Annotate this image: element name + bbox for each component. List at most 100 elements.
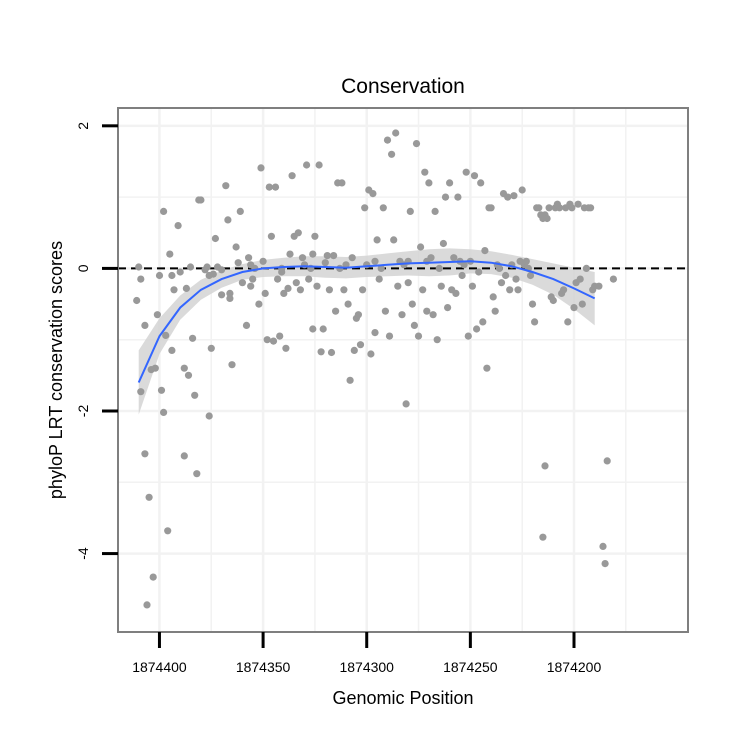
data-point [238,279,246,287]
data-point [292,279,300,287]
y-tick-label: -2 [75,405,91,418]
data-point [410,321,418,329]
data-point [141,450,149,458]
data-point [257,164,265,172]
data-point [330,252,338,260]
data-point [274,275,282,283]
data-point [284,284,292,292]
data-point [433,336,441,344]
chart-title: Conservation [341,75,465,98]
data-point [294,229,302,237]
data-point [375,275,383,283]
data-point [313,282,321,290]
points-layer [133,129,618,609]
data-point [350,346,358,354]
data-point [157,386,166,394]
data-point [518,186,526,194]
data-point [454,193,462,201]
data-point [473,325,481,333]
data-point [137,275,145,283]
data-point [408,300,416,308]
data-point [145,493,153,501]
data-point [574,200,582,208]
data-point [437,282,445,290]
data-point [180,452,188,460]
data-point [166,250,174,258]
data-point [261,289,269,297]
data-point [417,243,425,251]
data-point [545,204,553,212]
data-point [269,337,278,345]
data-point [338,179,346,187]
x-tick-label: 1874400 [132,659,187,675]
data-point [323,252,331,260]
data-point [528,300,537,308]
data-point [160,207,168,215]
data-point [176,268,184,276]
data-point [444,304,452,312]
data-point [344,300,352,308]
data-point [143,601,151,609]
data-point [151,364,159,372]
data-point [419,286,427,294]
data-point [193,470,201,478]
data-point [160,408,168,416]
data-point [218,266,226,274]
data-point [282,344,290,352]
data-point [242,321,251,329]
data-point [489,293,497,301]
data-point [354,311,362,319]
data-point [495,264,503,272]
plot-panel [118,108,688,632]
data-point [180,364,188,372]
data-point [568,204,576,212]
data-point [390,236,398,244]
data-point [441,193,450,201]
data-point [162,331,170,339]
data-point [245,254,253,262]
data-point [429,311,437,319]
data-point [184,371,193,379]
data-point [526,271,535,280]
data-point [560,286,568,294]
data-point [487,204,495,212]
data-point [564,318,572,326]
data-point [555,204,564,212]
data-point [346,376,354,384]
data-point [271,183,280,191]
y-axis-label: phyloP LRT conservation scores [46,241,66,499]
data-point [414,332,423,340]
data-point [578,300,586,308]
data-point [462,168,470,176]
x-axis: 1874400 1874350 1874300 1874250 1874200 [118,631,688,675]
data-point [298,254,307,262]
data-point [477,179,485,187]
data-point [203,263,211,271]
data-point [249,275,257,283]
data-point [512,275,520,283]
data-point [475,268,483,276]
data-point [479,318,487,326]
confidence-band [138,248,595,415]
data-point [439,239,447,248]
data-point [541,462,549,470]
data-point [599,542,607,551]
data-point [174,222,182,230]
data-point [205,271,213,280]
data-point [412,140,421,148]
data-point [236,207,244,215]
data-point [491,307,499,315]
data-point [137,388,145,396]
data-point [247,282,255,290]
data-point [601,560,609,568]
data-point [514,286,522,294]
data-point [576,275,584,283]
data-point [141,321,149,329]
data-point [468,282,476,290]
smooth-trend-line [137,260,596,383]
x-axis-label: Genomic Position [332,688,473,708]
data-point [504,193,512,201]
data-point [224,216,232,224]
